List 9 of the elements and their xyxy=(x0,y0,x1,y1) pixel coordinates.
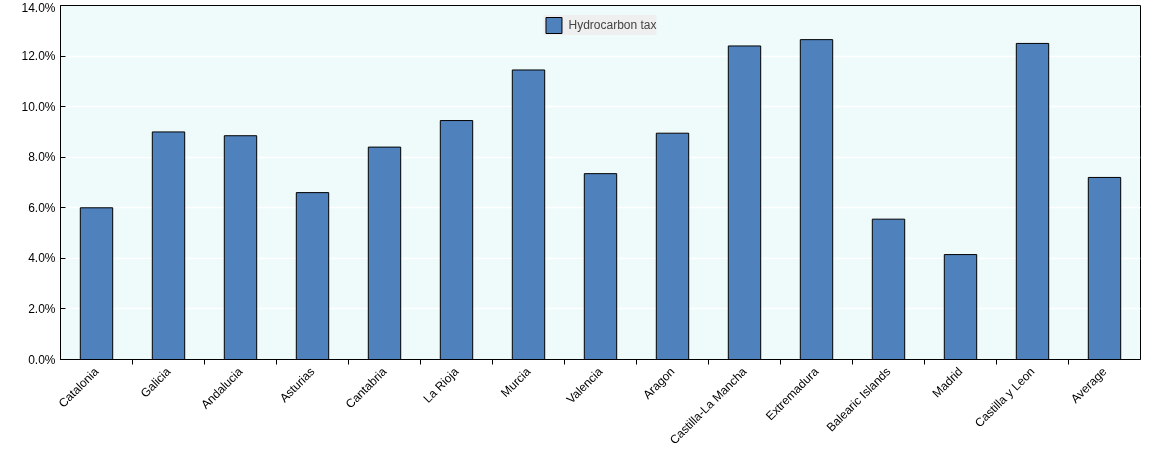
legend-label: Hydrocarbon tax xyxy=(568,18,657,32)
y-tick-label: 14.0% xyxy=(21,0,56,15)
y-tick-label: 10.0% xyxy=(21,99,56,114)
y-tick-label: 8.0% xyxy=(28,150,56,165)
y-tick-label: 4.0% xyxy=(28,251,56,266)
y-tick-label: 12.0% xyxy=(21,49,56,64)
y-tick-label: 2.0% xyxy=(28,301,56,316)
y-tick-label: 0.0% xyxy=(28,352,56,367)
y-tick-label: 6.0% xyxy=(28,200,56,215)
